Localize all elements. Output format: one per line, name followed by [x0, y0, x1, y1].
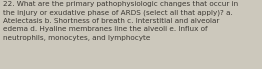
Text: 22. What are the primary pathophysiologic changes that occur in
the injury or ex: 22. What are the primary pathophysiologi… [3, 1, 238, 41]
